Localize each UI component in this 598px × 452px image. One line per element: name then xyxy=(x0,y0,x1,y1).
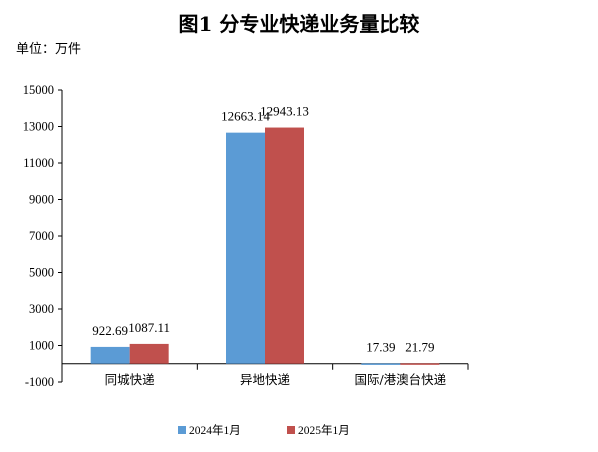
data-label: 17.39 xyxy=(366,339,395,354)
y-tick-label: -1000 xyxy=(25,375,54,389)
data-label: 922.69 xyxy=(92,323,128,338)
y-tick-label: 7000 xyxy=(29,229,54,243)
y-tick-label: 9000 xyxy=(29,193,54,207)
unit-label: 单位：万件 xyxy=(16,42,82,57)
data-label: 1087.11 xyxy=(128,320,170,335)
legend-label: 2024年1月 xyxy=(189,423,241,437)
bar xyxy=(226,132,265,364)
data-label: 21.79 xyxy=(405,339,434,354)
bar xyxy=(129,343,169,364)
legend-label: 2025年1月 xyxy=(298,423,350,437)
y-tick-label: 1000 xyxy=(29,339,54,353)
bar xyxy=(361,363,401,365)
y-tick-label: 15000 xyxy=(23,83,54,97)
x-tick-label: 国际/港澳台快递 xyxy=(354,372,446,387)
x-tick-label: 同城快递 xyxy=(105,372,156,387)
legend-swatch xyxy=(287,426,295,434)
y-tick-label: 11000 xyxy=(23,156,54,170)
bar xyxy=(400,363,440,365)
data-label: 12943.13 xyxy=(260,104,309,119)
bar xyxy=(90,346,130,364)
y-tick-label: 13000 xyxy=(23,120,54,134)
data-label: 12663.14 xyxy=(221,109,270,124)
y-tick-label: 5000 xyxy=(29,266,54,280)
bar xyxy=(265,127,304,364)
x-tick-label: 异地快递 xyxy=(240,372,291,387)
y-tick-label: 3000 xyxy=(29,302,54,316)
chart-title: 图1 分专业快递业务量比较 xyxy=(178,12,420,36)
legend-swatch xyxy=(178,426,186,434)
